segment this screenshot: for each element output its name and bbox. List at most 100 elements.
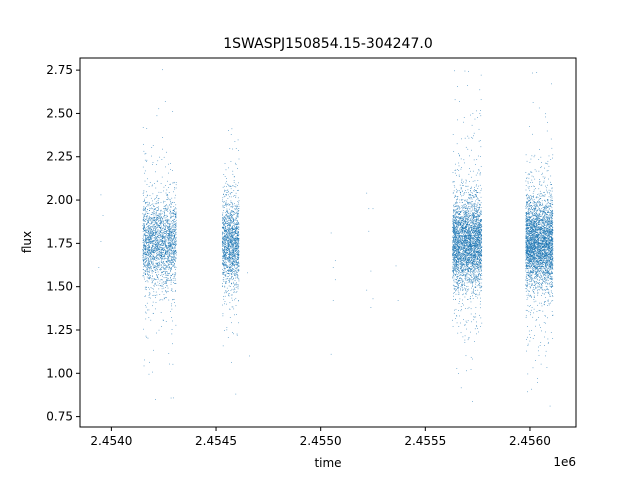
data-point <box>227 240 229 242</box>
data-point <box>158 213 160 215</box>
data-point <box>232 225 234 226</box>
data-point <box>460 277 462 279</box>
data-point <box>158 239 160 241</box>
data-point <box>231 265 233 267</box>
data-point <box>234 287 235 289</box>
data-point <box>235 223 237 225</box>
data-point <box>160 257 162 259</box>
data-point <box>155 212 157 213</box>
data-point <box>165 220 167 221</box>
data-point <box>224 261 226 263</box>
data-point <box>148 264 150 266</box>
data-point <box>463 216 465 218</box>
data-point <box>155 257 157 258</box>
data-point <box>146 261 147 263</box>
data-point <box>236 252 238 254</box>
data-point <box>171 258 173 260</box>
data-point <box>473 266 474 268</box>
data-point <box>457 222 459 223</box>
data-point <box>224 220 225 222</box>
data-point <box>237 240 239 242</box>
data-point <box>169 244 170 246</box>
data-point <box>171 216 173 217</box>
data-point <box>159 233 160 234</box>
data-point <box>231 270 232 272</box>
data-point <box>165 221 167 222</box>
data-point <box>156 115 158 117</box>
data-point <box>233 264 234 266</box>
data-point <box>160 245 162 246</box>
data-point <box>237 220 238 222</box>
data-point <box>151 254 153 255</box>
data-point <box>160 285 162 287</box>
data-point <box>161 218 163 219</box>
data-point <box>156 216 157 218</box>
data-point <box>223 244 225 246</box>
data-point <box>226 255 227 256</box>
data-point <box>149 255 151 257</box>
data-point <box>480 230 482 232</box>
data-point <box>169 209 171 211</box>
data-point <box>471 124 473 126</box>
data-point <box>233 246 235 248</box>
data-point <box>172 250 174 251</box>
data-point <box>147 229 149 231</box>
data-point <box>150 247 152 249</box>
data-point <box>465 146 467 148</box>
data-point <box>480 240 481 242</box>
data-point <box>172 247 174 249</box>
data-point <box>468 337 470 339</box>
data-point <box>153 256 155 258</box>
data-point <box>236 233 238 235</box>
data-point <box>172 232 174 234</box>
data-point <box>461 252 463 254</box>
data-point <box>234 208 235 210</box>
data-point <box>147 235 149 237</box>
data-point <box>148 264 149 266</box>
data-point <box>224 330 225 331</box>
data-point <box>155 232 157 233</box>
data-point <box>164 258 165 259</box>
data-point <box>151 278 153 279</box>
data-point <box>464 242 466 243</box>
data-point <box>476 276 478 277</box>
data-point <box>167 259 169 260</box>
data-point <box>476 217 478 219</box>
data-point <box>236 235 238 237</box>
data-point <box>148 255 150 257</box>
data-point <box>225 223 226 225</box>
data-point <box>175 244 177 246</box>
data-point <box>455 293 457 295</box>
data-point <box>233 289 235 291</box>
data-point <box>152 240 154 242</box>
data-point <box>467 224 468 225</box>
data-point <box>234 261 236 263</box>
data-point <box>159 156 161 158</box>
data-point <box>458 257 460 258</box>
data-point <box>465 267 467 269</box>
data-point <box>175 225 177 227</box>
data-point <box>237 257 238 259</box>
data-point <box>452 244 454 246</box>
data-point <box>223 257 225 259</box>
data-point <box>154 208 156 210</box>
data-point <box>475 283 477 285</box>
data-point <box>143 270 145 272</box>
data-point <box>456 257 458 259</box>
data-point <box>172 253 174 255</box>
data-point <box>230 220 231 221</box>
data-point <box>154 250 156 251</box>
data-point <box>170 231 171 232</box>
data-point <box>156 242 158 244</box>
data-point <box>461 138 462 140</box>
data-point <box>231 245 233 247</box>
data-point <box>148 292 150 294</box>
data-point <box>230 218 232 220</box>
data-point <box>171 262 173 263</box>
data-point <box>238 182 239 184</box>
data-point <box>232 230 233 232</box>
data-point <box>168 273 170 275</box>
data-point <box>223 239 225 241</box>
data-point <box>144 266 146 267</box>
data-point <box>229 240 231 241</box>
